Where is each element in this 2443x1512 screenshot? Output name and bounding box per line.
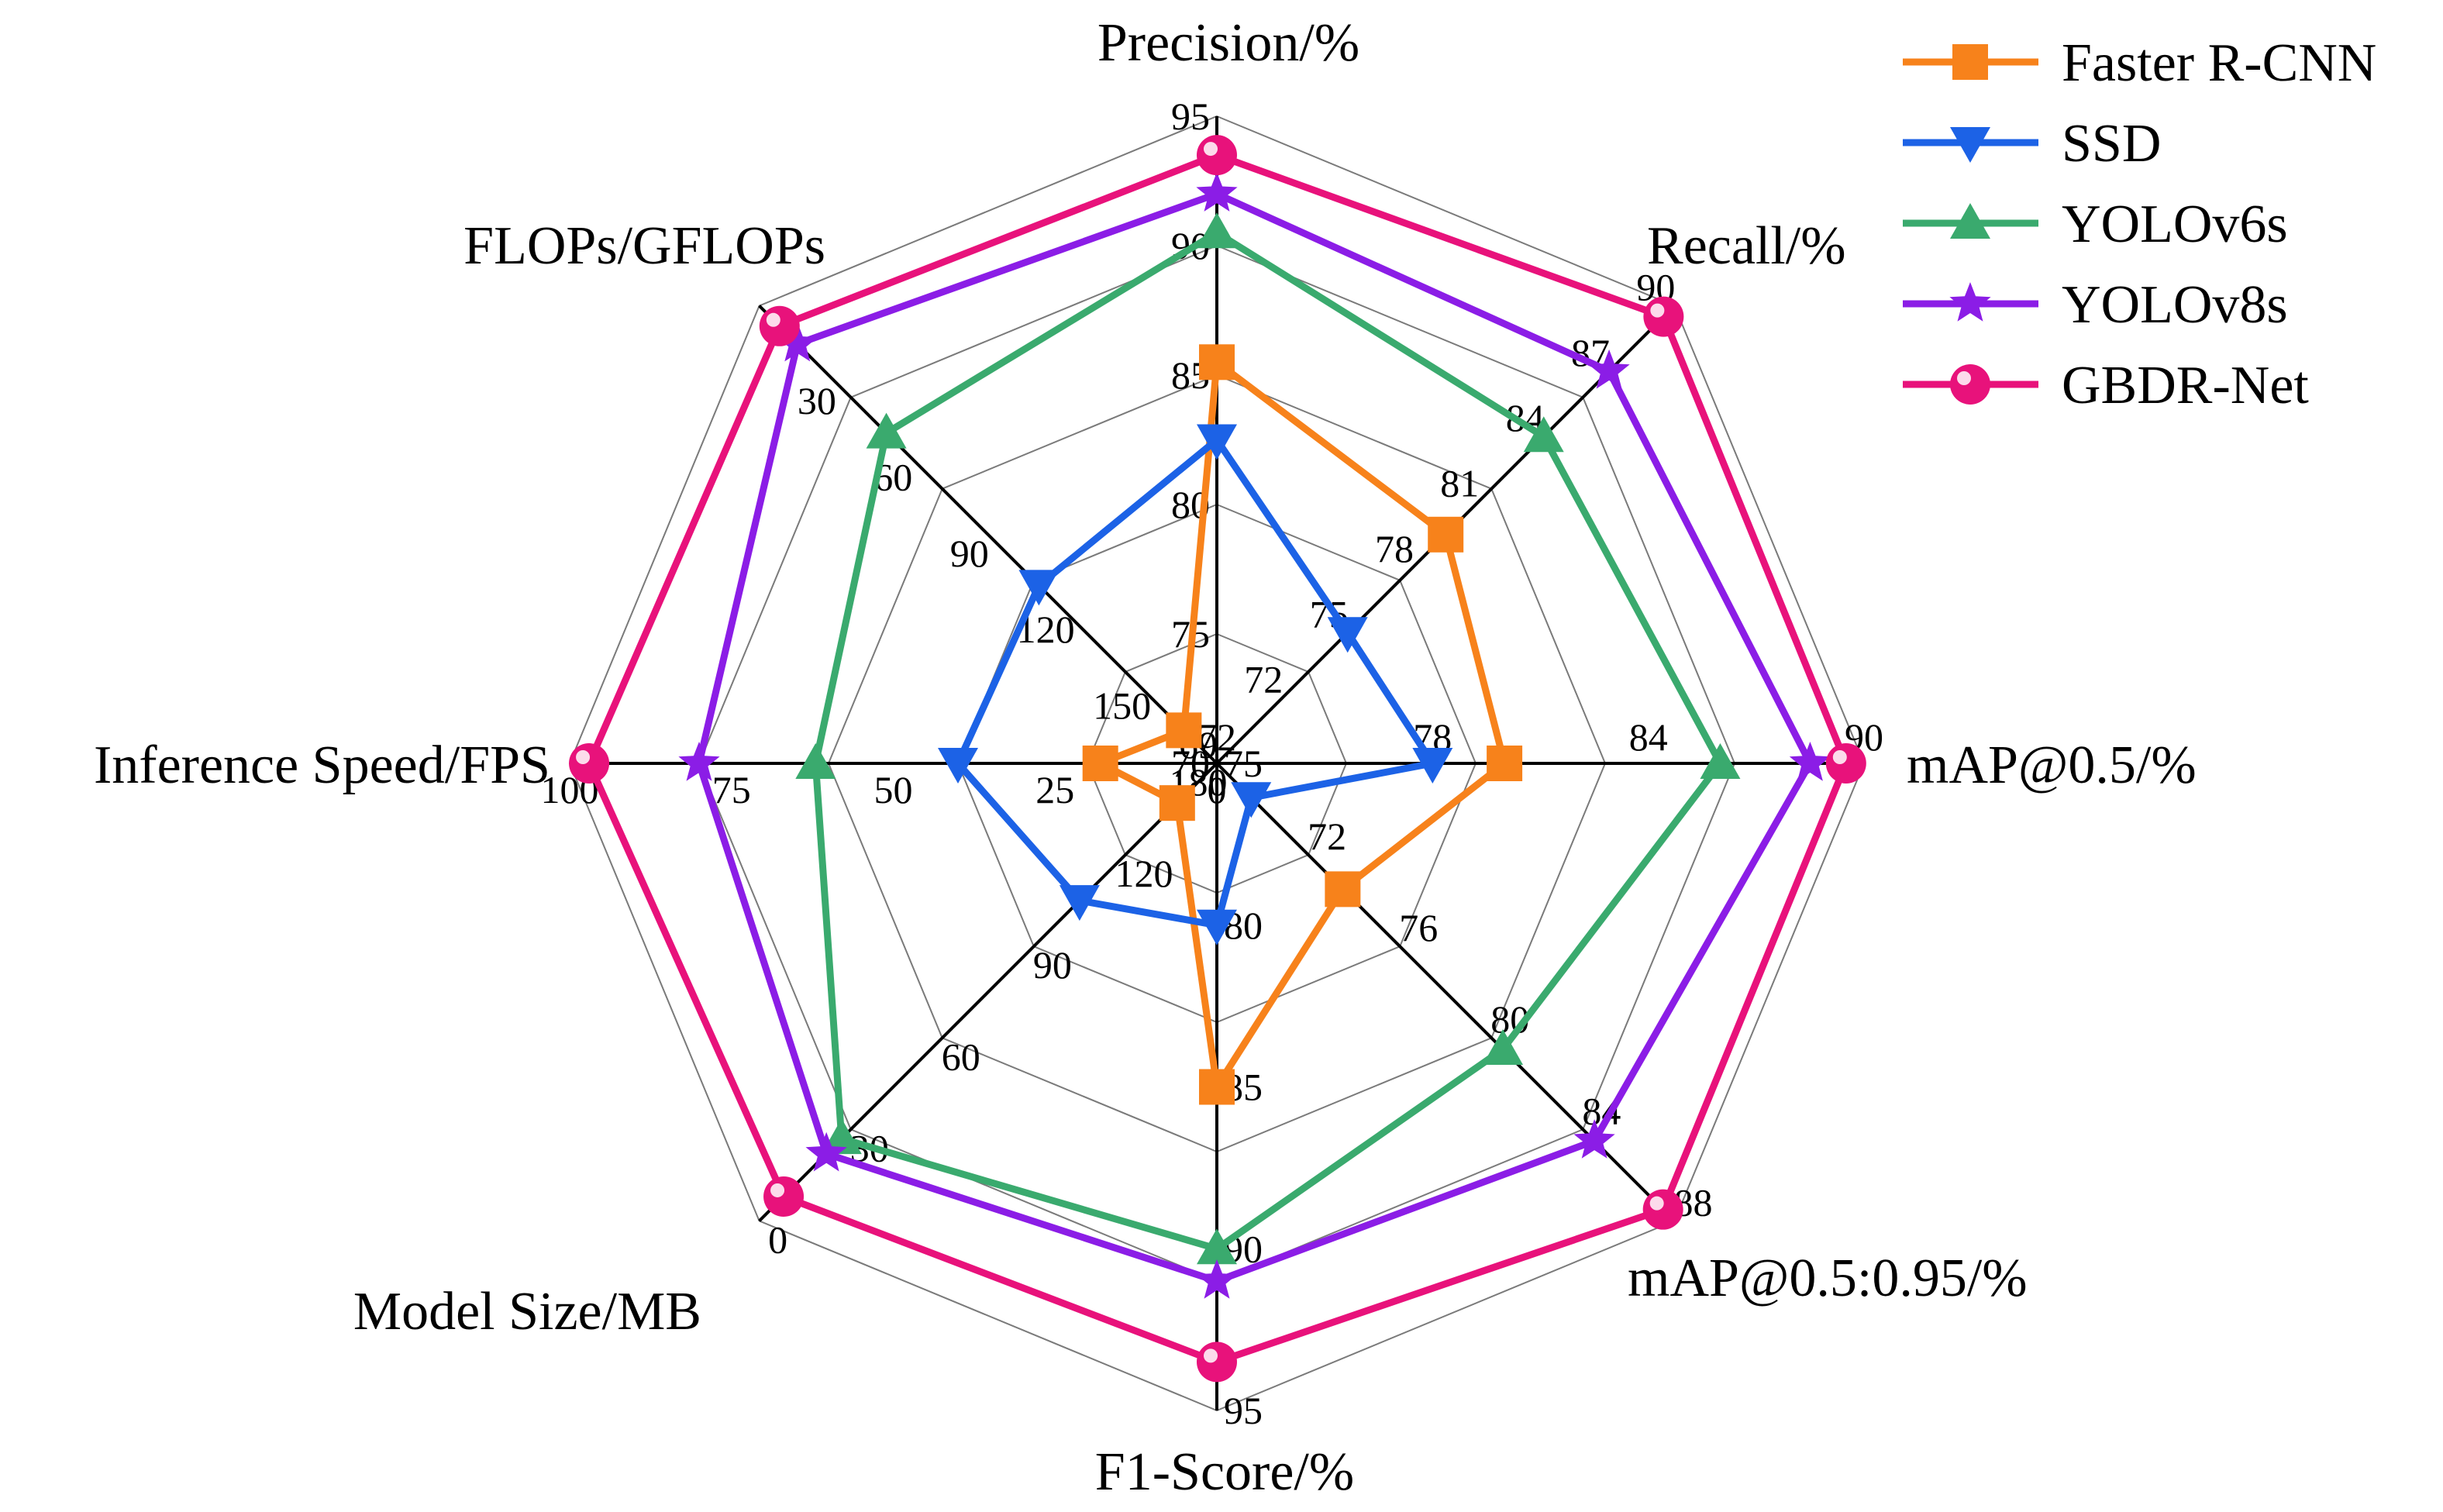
data-point [1166, 712, 1202, 749]
data-point [1199, 344, 1235, 381]
series-lines [569, 135, 1866, 1383]
tick-label: 60 [942, 1035, 980, 1078]
tick-label: 72 [1244, 658, 1283, 701]
data-point [569, 743, 610, 784]
axis-title: mAP@0.5/% [1907, 735, 2197, 795]
tick-label: 90 [950, 532, 989, 575]
data-point [1159, 785, 1195, 821]
legend-label: GBDR-Net [2062, 356, 2309, 415]
tick-label: 70 [1171, 742, 1210, 785]
legend-marker [1952, 44, 1988, 80]
axis-title: Recall/% [1647, 216, 1846, 276]
data-point [1825, 743, 1866, 784]
data-point [777, 322, 818, 362]
data-point [1327, 617, 1368, 653]
tick-label: 81 [1440, 462, 1479, 505]
axis-title: Precision/% [1097, 13, 1359, 73]
data-point [1197, 135, 1237, 176]
tick-label: 25 [1035, 768, 1074, 811]
data-point [1523, 416, 1564, 453]
tick-label: 120 [1115, 852, 1173, 895]
data-point [1196, 172, 1238, 212]
tick-label: 95 [1224, 1389, 1263, 1432]
data-point [1197, 909, 1237, 945]
tick-label: 76 [1399, 906, 1438, 949]
legend-item: YOLOv6s [1903, 195, 2288, 254]
legend-marker [1950, 203, 1990, 239]
tick-label: 84 [1629, 715, 1668, 759]
axis-spoke [1215, 762, 1676, 1222]
legend-marker [1949, 282, 1991, 322]
tick-label: 30 [798, 379, 836, 422]
axis-spoke [758, 305, 1218, 765]
series-yolov6s [795, 212, 1741, 1265]
tick-label: 95 [1171, 95, 1210, 138]
tick-label: 50 [874, 768, 913, 811]
data-point [1700, 743, 1741, 779]
legend-marker [1950, 127, 1990, 163]
data-point [1018, 570, 1060, 606]
data-point [1428, 516, 1464, 553]
tick-label: 90 [1033, 943, 1072, 987]
axis-titles: Precision/% Recall/% mAP@0.5/% mAP@0.5:0.95… [94, 13, 2197, 1502]
legend-marker [1950, 364, 1990, 405]
tick-label: 0 [1208, 768, 1227, 811]
data-point [1483, 1029, 1524, 1066]
axis-title: mAP@0.5:0.95/% [1628, 1249, 2028, 1308]
axis-title: FLOPs/GFLOPs [463, 216, 825, 276]
legend-label: YOLOv8s [2062, 275, 2288, 335]
legend-label: SSD [2062, 114, 2161, 174]
data-point [1412, 748, 1453, 784]
legend-item: Faster R-CNN [1903, 33, 2376, 93]
data-point [1197, 212, 1237, 249]
data-point [1487, 746, 1523, 781]
tick-labels: 9590858075709087848178757269908478728884… [541, 95, 1884, 1432]
legend: Faster R-CNN SSD YOLOv6s YOLOv8s GBDR-Net [1903, 33, 2376, 415]
data-point [821, 1118, 862, 1155]
data-point [678, 742, 720, 781]
legend-item: SSD [1903, 114, 2161, 174]
legend-item: YOLOv8s [1903, 275, 2288, 335]
legend-label: YOLOv6s [2062, 195, 2288, 254]
data-point [763, 1176, 805, 1217]
data-point [1197, 1342, 1237, 1383]
data-point [1199, 1069, 1235, 1105]
data-point [795, 743, 836, 779]
data-point [1197, 424, 1237, 460]
data-point [1059, 885, 1100, 921]
data-point [1789, 742, 1831, 781]
tick-label: 75 [712, 768, 751, 811]
data-point [1197, 1228, 1237, 1265]
data-point [1643, 296, 1684, 337]
data-point [1325, 871, 1361, 908]
data-point [1642, 1189, 1683, 1230]
data-point [1588, 349, 1630, 389]
data-point [1573, 1119, 1615, 1159]
data-point [1082, 746, 1118, 781]
data-point [1231, 782, 1272, 818]
legend-item: GBDR-Net [1903, 356, 2309, 415]
data-point [1196, 1259, 1238, 1299]
series-ssd [938, 424, 1453, 945]
legend-label: Faster R-CNN [2062, 33, 2376, 93]
axis-title: Model Size/MB [353, 1282, 701, 1342]
axis-title: Inference Speed/FPS [94, 735, 550, 795]
tick-label: 0 [768, 1218, 787, 1262]
data-point [866, 412, 907, 449]
series-faster-r-cnn [1082, 344, 1523, 1105]
tick-label: 72 [1308, 815, 1346, 858]
tick-label: 150 [1093, 684, 1151, 728]
series-gbdr-net [569, 135, 1866, 1383]
series-yolov8s [678, 172, 1831, 1299]
data-point [805, 1131, 847, 1172]
tick-label: 72 [1197, 715, 1236, 759]
data-point [938, 748, 978, 784]
tick-label: 78 [1375, 527, 1414, 570]
data-point [759, 305, 800, 346]
axis-title: F1-Score/% [1095, 1442, 1354, 1502]
tick-label: 75 [1224, 742, 1263, 785]
